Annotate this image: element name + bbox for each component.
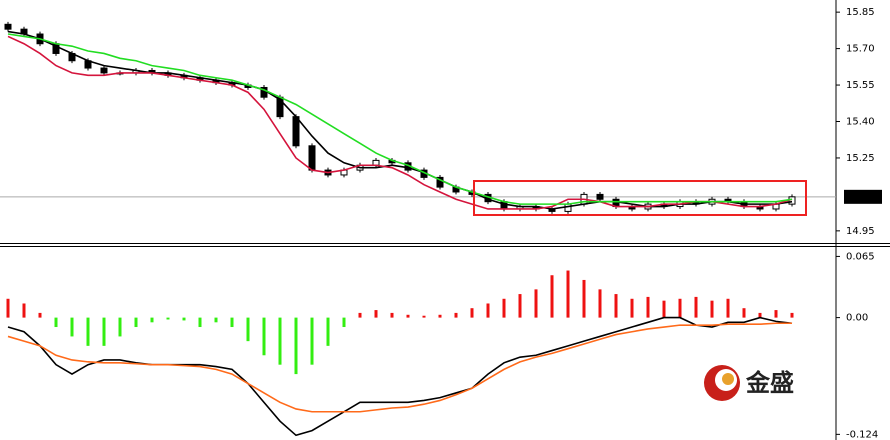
candle-body — [564, 203, 572, 212]
line — [7, 33, 793, 205]
y-tick-label: 15.85 — [846, 7, 875, 18]
histogram-bar — [646, 296, 650, 318]
candle-body — [292, 116, 300, 147]
histogram-bar — [422, 315, 426, 318]
histogram-bar — [470, 308, 474, 318]
histogram-bar — [102, 317, 106, 346]
histogram-bar — [310, 317, 314, 365]
current-price-label: 15.09 — [846, 192, 875, 203]
watermark: 金盛 — [745, 369, 794, 397]
histogram-bar — [534, 289, 538, 318]
histogram-bar — [774, 310, 778, 318]
line — [7, 35, 793, 210]
histogram-bar — [326, 317, 330, 346]
histogram-bar — [342, 317, 346, 328]
histogram-bar — [358, 312, 362, 318]
candle-body — [596, 193, 604, 200]
y-tick-label: 14.95 — [846, 226, 875, 237]
histogram-bar — [454, 312, 458, 318]
histogram-bar — [742, 308, 746, 318]
logo — [704, 365, 740, 401]
histogram-bar — [246, 317, 250, 342]
histogram-bar — [6, 298, 10, 318]
histogram-bar — [582, 279, 586, 318]
histogram-bar — [70, 317, 74, 337]
line — [7, 322, 792, 413]
histogram-bar — [694, 296, 698, 318]
histogram-bar — [230, 317, 234, 328]
histogram-bar — [518, 294, 522, 318]
histogram-bar — [502, 298, 506, 318]
histogram-bar — [134, 317, 138, 328]
histogram-bar — [22, 303, 26, 318]
histogram-bar — [86, 317, 90, 346]
y-tick-label: 0.065 — [846, 251, 875, 262]
histogram-bar — [566, 270, 570, 318]
histogram-bar — [262, 317, 266, 356]
histogram-bar — [486, 303, 490, 318]
histogram-bar — [54, 317, 58, 328]
histogram-bar — [598, 289, 602, 318]
histogram-bar — [726, 298, 730, 318]
highlight-box — [473, 180, 807, 216]
histogram-bar — [614, 294, 618, 318]
histogram-bar — [150, 317, 154, 323]
histogram-bar — [710, 300, 714, 318]
histogram-bar — [278, 317, 282, 365]
y-tick-label: 15.40 — [846, 117, 875, 128]
y-tick-label: 15.55 — [846, 80, 875, 91]
histogram-bar — [214, 317, 218, 323]
current-price-box — [844, 189, 882, 204]
histogram-bar — [166, 317, 170, 320]
candle-body — [100, 67, 108, 74]
histogram-bar — [406, 314, 410, 318]
y-tick-label: 15.25 — [846, 153, 875, 164]
histogram-bar — [390, 312, 394, 318]
line — [7, 30, 793, 210]
histogram-bar — [38, 312, 42, 318]
y-tick-label: -0.124 — [846, 429, 878, 440]
histogram-bar — [678, 298, 682, 318]
histogram-bar — [662, 300, 666, 318]
histogram-bar — [374, 310, 378, 318]
histogram-bar — [790, 312, 794, 318]
y-tick-label: 15.70 — [846, 44, 875, 55]
histogram-bar — [182, 317, 186, 321]
y-tick-label: 0.00 — [846, 313, 868, 324]
histogram-bar — [294, 317, 298, 375]
histogram-bar — [758, 312, 762, 318]
histogram-bar — [198, 317, 202, 328]
candle-body — [4, 23, 12, 30]
histogram-bar — [550, 275, 554, 318]
histogram-bar — [118, 317, 122, 337]
histogram-bar — [438, 314, 442, 318]
histogram-bar — [630, 298, 634, 318]
candle-body — [436, 176, 444, 188]
candle-body — [308, 145, 316, 171]
